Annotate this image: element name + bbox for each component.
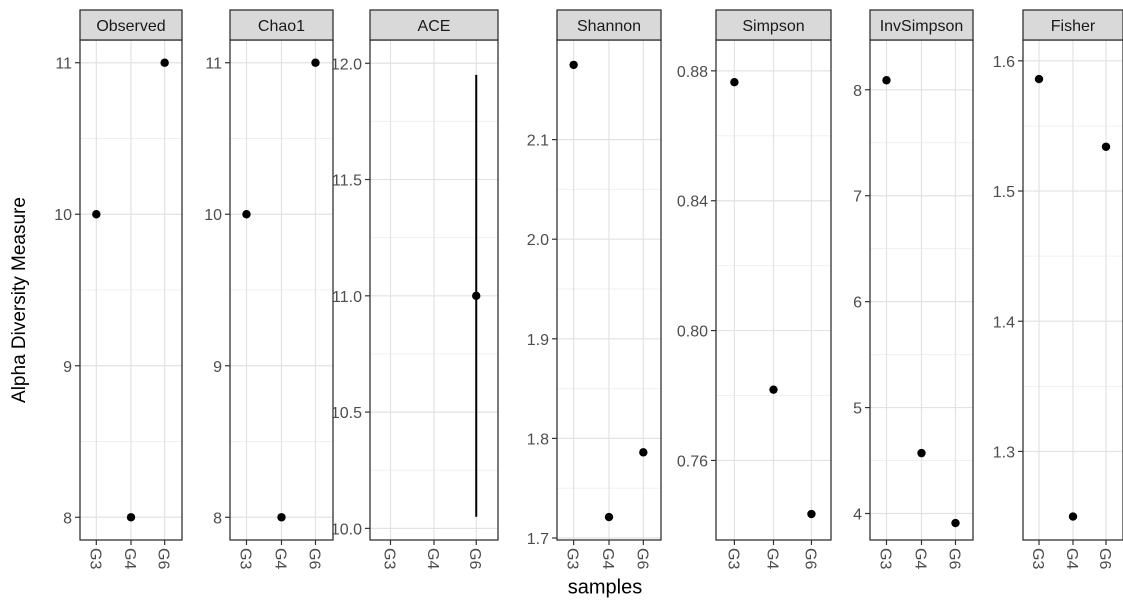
ace-x-tick-label: G6 <box>466 548 483 569</box>
fisher-x-tick-label: G6 <box>1096 548 1113 569</box>
ace-point <box>472 291 481 301</box>
invsimpson-point <box>882 76 891 85</box>
fisher-point <box>1068 512 1078 521</box>
fisher-strip-label: Fisher <box>1051 18 1096 35</box>
shannon-x-tick-label: G4 <box>599 548 616 569</box>
fisher-y-tick-label: 1.5 <box>993 184 1015 201</box>
ace-x-tick-label: G3 <box>380 548 397 569</box>
invsimpson-y-tick-label: 4 <box>853 507 862 524</box>
shannon-point <box>569 60 578 70</box>
simpson-y-tick-label: 0.80 <box>677 324 708 341</box>
ace-x-tick-label: G4 <box>424 548 441 569</box>
invsimpson-x-tick-label: G3 <box>876 548 893 569</box>
observed-x-tick-label: G4 <box>121 548 138 569</box>
shannon-y-tick-label: 1.7 <box>527 531 549 548</box>
invsimpson-y-tick-label: 6 <box>853 295 862 312</box>
ace-strip <box>369 9 499 41</box>
invsimpson-y-tick-label: 5 <box>853 401 862 418</box>
shannon-point <box>604 512 614 522</box>
simpson-y-tick-label: 0.76 <box>677 453 708 470</box>
observed-y-tick-label: 10 <box>54 207 72 224</box>
shannon-y-tick-label: 2.1 <box>527 133 549 150</box>
simpson-x-tick-label: G3 <box>724 548 741 569</box>
observed-point <box>126 513 136 522</box>
fisher-x-tick-label: G4 <box>1063 548 1080 569</box>
fisher-y-tick-label: 1.3 <box>993 444 1015 461</box>
ace-y-tick-label: 11.5 <box>332 173 362 190</box>
y-axis-title: Alpha Diversity Measure <box>9 197 30 403</box>
observed-strip-label: Observed <box>96 18 165 35</box>
chao1-y-tick-label: 11 <box>205 56 222 73</box>
simpson-x-tick-label: G4 <box>764 548 781 569</box>
chao1-x-tick-label: G3 <box>236 548 253 569</box>
simpson-y-tick-label: 0.84 <box>677 194 708 211</box>
simpson-point <box>730 78 739 87</box>
ace-y-tick-label: 11.0 <box>332 289 362 306</box>
invsimpson-y-tick-label: 7 <box>853 189 862 206</box>
fisher-y-tick-label: 1.6 <box>993 54 1015 71</box>
chao1-point <box>311 58 320 67</box>
invsimpson-point <box>951 518 960 528</box>
chao1-y-tick-label: 10 <box>204 207 222 224</box>
simpson-x-tick-label: G6 <box>801 548 818 569</box>
invsimpson-strip <box>869 9 974 41</box>
shannon-point <box>639 448 648 457</box>
ace-y-tick-label: 10.5 <box>331 405 362 422</box>
x-axis-title: samples <box>567 576 643 599</box>
chao1-y-tick-label: 8 <box>213 510 222 527</box>
shannon-y-tick-label: 2.0 <box>527 232 549 249</box>
shannon-strip-label: Shannon <box>577 18 641 35</box>
simpson-point <box>769 385 778 394</box>
simpson-y-tick-label: 0.88 <box>677 64 708 81</box>
observed-y-tick-label: 8 <box>63 510 72 527</box>
ace-strip-label: ACE <box>418 18 451 35</box>
shannon-strip <box>556 9 662 41</box>
chao1-x-tick-label: G6 <box>305 548 322 569</box>
chao1-y-tick-label: 9 <box>213 359 222 376</box>
observed-y-tick-label: 9 <box>63 359 72 376</box>
fisher-y-tick-label: 1.4 <box>993 314 1015 331</box>
shannon-x-tick-label: G3 <box>564 548 581 569</box>
ace-y-tick-label: 10.0 <box>331 521 362 538</box>
chao1-point <box>242 210 251 219</box>
observed-point <box>160 58 169 67</box>
invsimpson-x-tick-label: G6 <box>945 548 962 569</box>
fisher-x-tick-label: G3 <box>1029 548 1046 569</box>
observed-y-tick-label: 11 <box>55 56 72 73</box>
chao1-point <box>277 513 286 522</box>
fisher-point <box>1034 74 1044 84</box>
observed-x-tick-label: G6 <box>155 548 172 569</box>
invsimpson-y-tick-label: 8 <box>853 83 862 100</box>
chao1-x-tick-label: G4 <box>272 548 289 569</box>
simpson-point <box>807 509 816 519</box>
observed-point <box>92 210 101 219</box>
chao1-strip-label: Chao1 <box>258 18 305 35</box>
shannon-x-tick-label: G6 <box>633 548 650 569</box>
simpson-strip <box>715 9 832 41</box>
observed-strip <box>79 9 183 41</box>
fisher-point <box>1101 142 1111 151</box>
fisher-strip <box>1022 9 1123 41</box>
ace-y-tick-label: 12.0 <box>331 56 362 73</box>
observed-x-tick-label: G3 <box>86 548 103 569</box>
chao1-strip <box>229 9 334 41</box>
invsimpson-x-tick-label: G4 <box>912 548 929 569</box>
invsimpson-point <box>917 448 926 458</box>
invsimpson-strip-label: InvSimpson <box>880 18 964 35</box>
simpson-strip-label: Simpson <box>742 18 804 35</box>
shannon-y-tick-label: 1.9 <box>527 332 549 349</box>
shannon-y-tick-label: 1.8 <box>527 431 549 448</box>
